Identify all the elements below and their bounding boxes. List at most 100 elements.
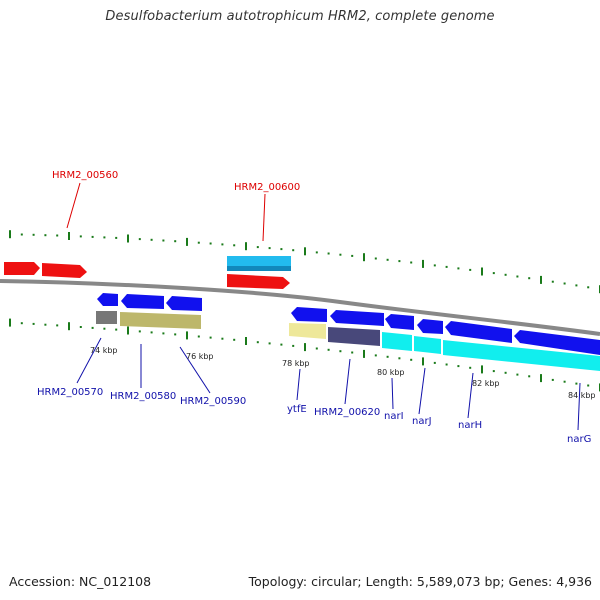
gene-feature-reverse[interactable] <box>382 332 412 351</box>
minor-tick <box>138 330 141 333</box>
minor-tick <box>575 382 578 385</box>
tick-track-lower <box>9 318 600 392</box>
major-tick <box>9 230 11 239</box>
minor-tick <box>457 365 460 368</box>
minor-tick <box>44 323 47 326</box>
minor-tick <box>56 234 59 237</box>
gene-feature-reverse[interactable] <box>445 321 512 343</box>
minor-tick <box>374 257 377 260</box>
gene-feature-reverse[interactable] <box>414 336 441 354</box>
minor-tick <box>504 371 507 374</box>
kbp-label: 80 kbp <box>377 368 405 377</box>
minor-tick <box>174 240 177 243</box>
genome-backbone <box>0 279 600 336</box>
minor-tick <box>469 268 472 271</box>
gene-feature-reverse[interactable] <box>514 330 600 355</box>
major-tick <box>422 259 424 268</box>
major-tick <box>68 322 70 331</box>
gene-feature-reverse[interactable] <box>328 327 380 346</box>
gene-feature-reverse[interactable] <box>120 312 201 329</box>
gene-label-forward[interactable]: HRM2_00600 <box>234 182 300 193</box>
minor-tick <box>209 242 212 245</box>
gene-feature-reverse[interactable] <box>291 307 327 322</box>
gene-label-reverse[interactable]: HRM2_00570 <box>37 387 103 398</box>
major-tick <box>304 343 306 352</box>
minor-tick <box>103 327 106 330</box>
major-tick <box>68 232 70 240</box>
minor-tick <box>410 261 413 264</box>
gene-feature-reverse[interactable] <box>289 323 326 339</box>
gene-label-reverse[interactable]: narI <box>384 411 404 422</box>
major-tick <box>304 247 306 256</box>
minor-tick <box>103 236 106 239</box>
gene-label-reverse[interactable]: HRM2_00590 <box>180 396 246 407</box>
minor-tick <box>280 248 283 251</box>
minor-tick <box>339 253 342 256</box>
minor-tick <box>445 265 448 268</box>
gene-feature-reverse[interactable] <box>330 310 384 326</box>
minor-tick <box>315 251 318 254</box>
minor-tick <box>587 286 590 289</box>
gene-feature-reverse[interactable] <box>97 293 118 306</box>
minor-tick <box>91 326 94 329</box>
gene-feature-forward[interactable] <box>4 262 40 275</box>
gene-label-reverse[interactable]: narH <box>458 420 482 431</box>
gene-feature-forward[interactable] <box>227 274 290 289</box>
gene-label-reverse[interactable]: narJ <box>412 416 432 427</box>
major-tick <box>363 253 365 262</box>
minor-tick <box>504 273 507 276</box>
minor-tick <box>197 241 200 244</box>
map-title: Desulfobacterium autotrophicum HRM2, com… <box>105 9 495 24</box>
kbp-label: 74 kbp <box>90 346 118 355</box>
minor-tick <box>327 348 330 351</box>
minor-tick <box>268 342 271 345</box>
label-connectors-reverse <box>76 337 581 431</box>
gene-label-reverse[interactable]: HRM2_00620 <box>314 407 380 418</box>
kbp-label: 78 kbp <box>282 359 310 368</box>
minor-tick <box>115 236 118 239</box>
minor-tick <box>268 247 271 250</box>
minor-tick <box>162 239 165 242</box>
minor-tick <box>20 233 23 236</box>
gene-label-reverse[interactable]: HRM2_00580 <box>110 391 176 402</box>
gene-feature-forward[interactable] <box>42 263 87 278</box>
gene-label-reverse[interactable]: ytfE <box>287 404 307 415</box>
major-tick <box>127 234 129 243</box>
minor-tick <box>563 380 566 383</box>
minor-tick <box>280 343 283 346</box>
tick-track-upper <box>9 230 600 294</box>
reverse-strand-features <box>96 293 600 371</box>
gene-feature-reverse[interactable] <box>121 294 164 309</box>
minor-tick <box>79 235 82 238</box>
major-tick <box>9 318 11 327</box>
minor-tick <box>398 260 401 263</box>
gene-feature-reverse[interactable] <box>166 296 202 311</box>
minor-tick <box>445 363 448 366</box>
gene-feature-reverse[interactable] <box>385 314 414 330</box>
gene-label-forward[interactable]: HRM2_00560 <box>52 170 118 181</box>
gene-feature-reverse[interactable] <box>96 311 117 324</box>
minor-tick <box>150 238 153 241</box>
minor-tick <box>79 326 82 328</box>
gene-feature-reverse[interactable] <box>417 319 443 334</box>
minor-tick <box>174 333 177 336</box>
minor-tick <box>374 354 377 357</box>
minor-tick <box>563 282 566 285</box>
minor-tick <box>516 275 519 278</box>
minor-tick <box>351 254 354 257</box>
minor-tick <box>115 328 118 331</box>
gene-feature-reverse[interactable] <box>443 340 600 371</box>
minor-tick <box>398 357 401 360</box>
minor-tick <box>292 344 295 347</box>
major-tick <box>540 275 542 284</box>
minor-tick <box>56 324 59 327</box>
minor-tick <box>551 280 554 283</box>
minor-tick <box>516 373 519 376</box>
label-connectors-forward <box>66 182 266 242</box>
major-tick <box>363 349 365 358</box>
gene-label-reverse[interactable]: narG <box>567 434 591 445</box>
minor-tick <box>233 244 236 247</box>
minor-tick <box>197 335 200 338</box>
accession-text: Accession: NC_012108 <box>9 574 152 589</box>
